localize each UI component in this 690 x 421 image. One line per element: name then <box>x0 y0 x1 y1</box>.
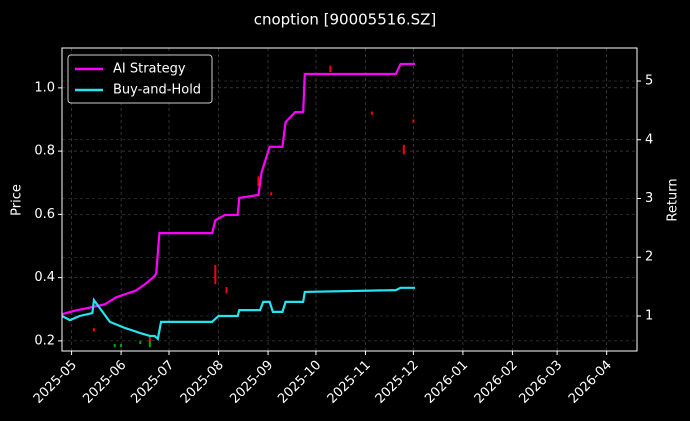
candle <box>148 340 151 348</box>
y-tick-label: 0.2 <box>34 333 55 348</box>
plot-frame <box>61 47 638 352</box>
legend-label: AI Strategy <box>113 62 186 77</box>
candle <box>370 111 373 115</box>
candle <box>329 65 332 73</box>
candle <box>113 344 116 348</box>
y2-tick-label: 4 <box>645 132 653 147</box>
y2-tick-label: 2 <box>645 250 653 265</box>
y-axis-label: Price <box>10 184 25 216</box>
candle <box>225 287 228 294</box>
candle <box>412 119 415 123</box>
candle <box>270 192 273 196</box>
y2-tick-label: 3 <box>645 191 653 206</box>
candle <box>139 340 142 345</box>
y-tick-label: 1.0 <box>34 80 55 95</box>
y-tick-label: 0.8 <box>34 144 55 159</box>
candle <box>148 335 151 342</box>
y2-tick-label: 1 <box>645 308 653 323</box>
candle <box>92 328 95 332</box>
legend-label: Buy-and-Hold <box>113 83 201 98</box>
line-series <box>61 62 415 316</box>
candle <box>257 176 260 186</box>
y-tick-label: 0.6 <box>34 207 55 222</box>
candle <box>402 144 405 155</box>
y-tick-label: 0.4 <box>34 270 55 285</box>
y2-axis-label: Return <box>666 178 681 221</box>
y2-tick-label: 5 <box>645 74 653 89</box>
line-series <box>61 286 415 342</box>
chart-title: cnoption [90005516.SZ] <box>254 11 437 29</box>
legend-box <box>67 54 213 104</box>
candle <box>214 264 217 284</box>
candle <box>120 344 123 348</box>
